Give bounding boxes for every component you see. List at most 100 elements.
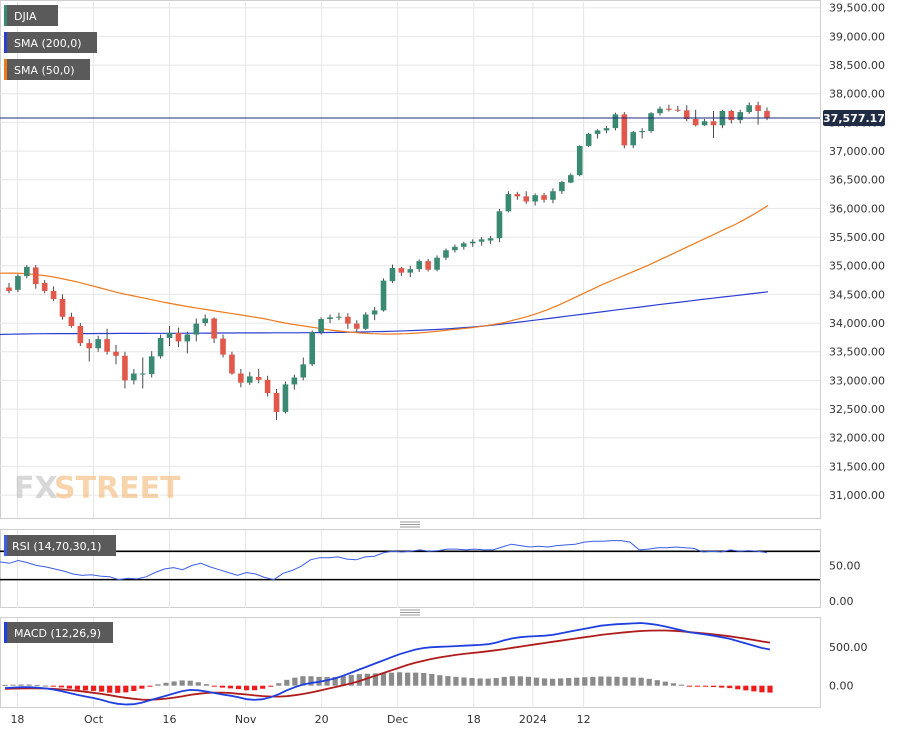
macd-histogram-bar: [276, 683, 282, 686]
candle-body-up: [469, 241, 476, 244]
macd-histogram-bar: [372, 673, 379, 686]
candle: [104, 328, 110, 355]
candle: [701, 118, 708, 126]
candle: [541, 192, 547, 203]
macd-histogram-bar: [292, 677, 298, 686]
candle-body-up: [407, 269, 414, 273]
sma50-swatch: [4, 59, 7, 80]
candle: [273, 389, 280, 420]
candle-body-up: [15, 276, 21, 290]
macd-resize-handle[interactable]: [400, 609, 420, 616]
candle: [469, 239, 476, 247]
candle-body-down: [621, 114, 628, 146]
macd-histogram-bar: [477, 678, 483, 686]
candle: [318, 317, 324, 335]
macd-histogram-bar: [147, 685, 153, 687]
macd-histogram-bar: [702, 685, 709, 687]
candle: [246, 371, 253, 385]
rsi-resize-handle[interactable]: [400, 521, 420, 528]
candle-body-up: [362, 314, 369, 329]
macd-line: [4, 622, 771, 706]
candle: [300, 357, 307, 381]
candle: [666, 104, 672, 112]
legend-sma50-label: SMA (50,0): [14, 64, 75, 77]
candle-body-up: [148, 356, 155, 375]
candle: [211, 317, 217, 344]
candle: [113, 344, 119, 365]
candle-body-up: [559, 182, 565, 192]
legend-rsi-label: RSI (14,70,30,1): [12, 540, 101, 553]
candle-body-down: [728, 110, 735, 121]
macd-histogram-bar: [243, 685, 250, 691]
candle-body-down: [710, 121, 717, 126]
candle-body-up: [300, 364, 307, 378]
candle-body-down: [353, 323, 360, 329]
price-panel-frame: [0, 0, 821, 519]
candle-body-up: [568, 175, 574, 183]
price-y-tick-label: 33,000.00: [829, 374, 885, 387]
rsi-line: [0, 540, 768, 581]
candle-body-up: [193, 323, 200, 335]
candle-body-down: [398, 268, 405, 273]
price-y-tick-label: 31,000.00: [829, 489, 885, 502]
candle-body-up: [648, 113, 654, 131]
candle-body-up: [630, 132, 637, 146]
candle: [238, 368, 244, 388]
macd-histogram-bar: [533, 677, 540, 686]
rsi-y-tick-label: 50.00: [829, 559, 861, 572]
price-y-tick-label: 35,000.00: [829, 260, 885, 273]
macd-swatch: [4, 622, 7, 643]
candle: [496, 208, 503, 243]
candle: [32, 265, 39, 289]
candle: [122, 351, 128, 389]
watermark-fx: FX: [14, 471, 58, 506]
candle-body-down: [211, 318, 217, 339]
candle: [148, 351, 155, 378]
macd-histogram-bar: [10, 684, 16, 686]
macd-histogram-bar: [203, 684, 209, 686]
candle-body-up: [389, 268, 396, 282]
candle: [184, 331, 191, 354]
macd-histogram-bar: [606, 676, 612, 686]
legend-sma200[interactable]: SMA (200,0): [4, 32, 97, 53]
candle: [603, 125, 610, 134]
legend-macd[interactable]: MACD (12,26,9): [4, 622, 113, 643]
candle: [398, 266, 405, 277]
candle-body-down: [104, 339, 110, 352]
macd-y-tick-label: 0.00: [829, 680, 854, 693]
macd-histogram-bar: [396, 672, 403, 686]
candle-body-down: [523, 196, 530, 202]
candle: [139, 357, 146, 389]
candle: [282, 381, 289, 414]
macd-histogram-bar: [445, 676, 451, 686]
candle-body-down: [50, 290, 57, 299]
price-y-tick-label: 33,500.00: [829, 346, 885, 359]
macd-histogram-bar: [525, 676, 532, 686]
candle: [166, 325, 173, 346]
candle: [175, 327, 182, 348]
candle: [362, 312, 369, 330]
candle: [630, 131, 637, 149]
legend-rsi[interactable]: RSI (14,70,30,1): [4, 535, 116, 556]
macd-histogram-bar: [380, 673, 387, 686]
macd-histogram-bar: [493, 678, 499, 686]
candle: [505, 191, 512, 213]
macd-histogram-bar: [179, 680, 185, 686]
candle-body-down: [113, 351, 119, 356]
macd-histogram-bar: [195, 682, 201, 686]
legend-sma50[interactable]: SMA (50,0): [4, 59, 90, 80]
candle-body-up: [157, 337, 164, 357]
grid-layer: [0, 2, 820, 708]
x-tick-label: Oct: [84, 713, 104, 726]
axis-layer: 31,000.00 31,500.00 32,000.00 32,500.00 33,0…: [10, 2, 885, 726]
candle-body-up: [184, 334, 191, 342]
macd-histogram-bar: [574, 677, 580, 686]
candle: [255, 368, 262, 384]
macd-histogram-bar: [123, 685, 129, 693]
legend-djia[interactable]: DJIA: [4, 5, 58, 26]
macd-histogram-bar: [2, 684, 8, 686]
macd-histogram-bar: [324, 677, 330, 686]
macd-histogram-bar: [268, 685, 274, 687]
candle-body-up: [202, 318, 208, 324]
x-tick-label: 18: [467, 713, 481, 726]
